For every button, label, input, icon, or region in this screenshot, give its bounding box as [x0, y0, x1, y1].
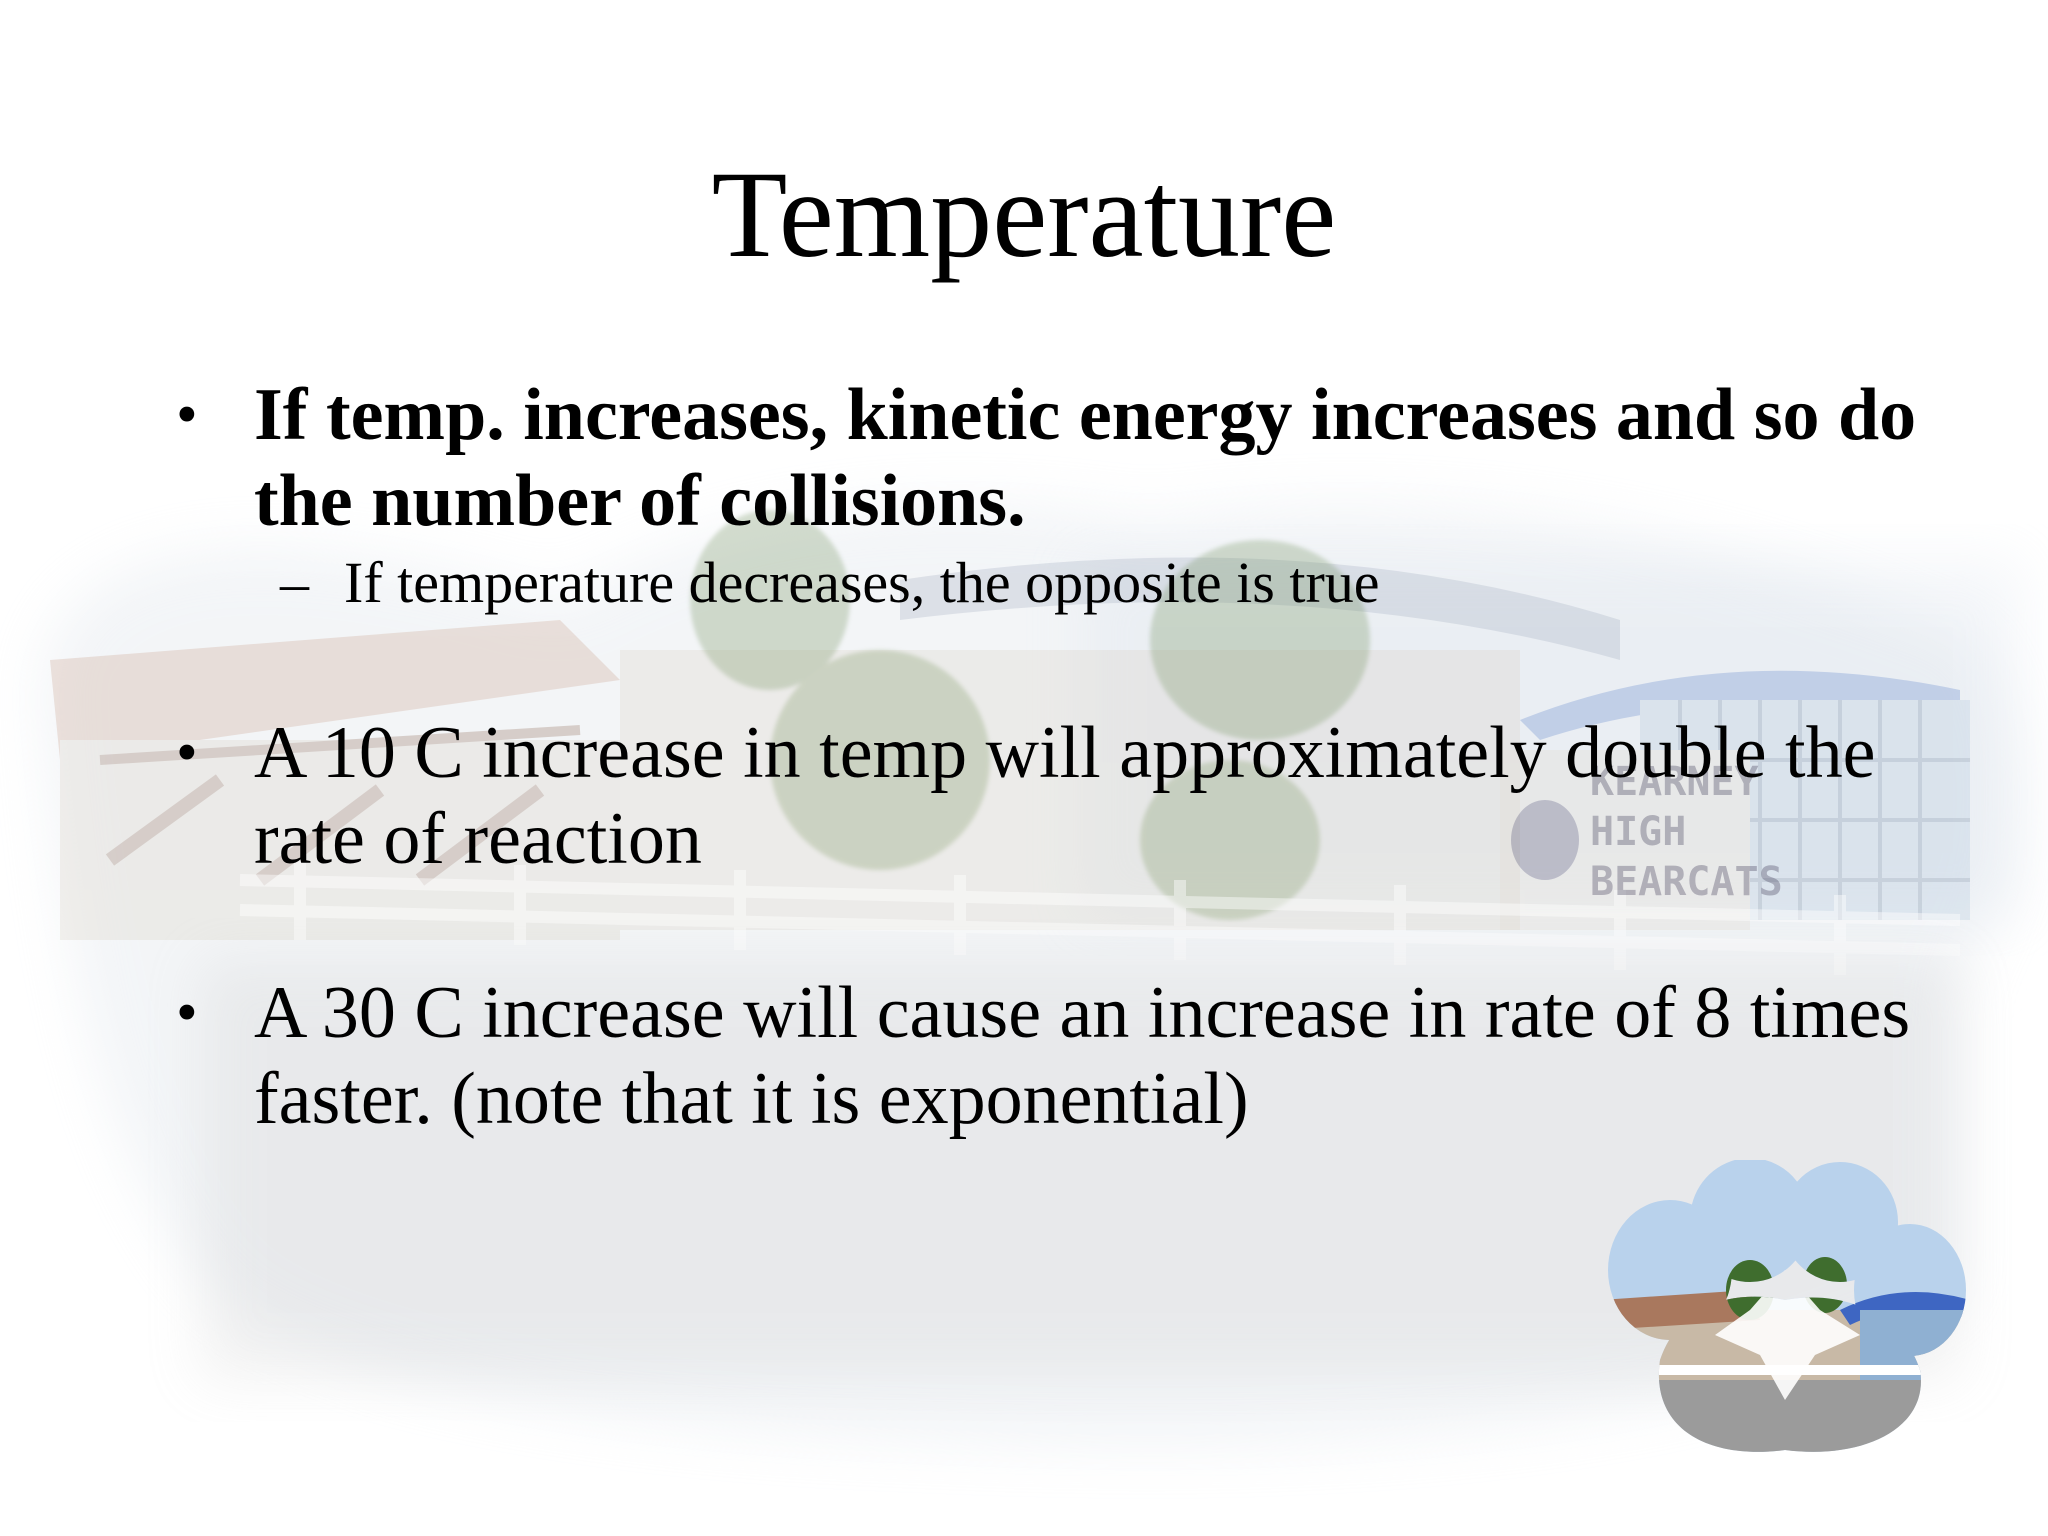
sub-bullet-item-1: If temperature decreases, the opposite i… [344, 550, 1380, 615]
bullet-item-1: If temp. increases, kinetic energy incre… [254, 374, 1917, 542]
bullet-item-3: A 30 C increase will cause an increase i… [254, 972, 1911, 1140]
bullet-glyph: • [176, 719, 198, 787]
bullet-glyph: • [176, 979, 198, 1047]
sign-line-1: KEARNEY [1590, 759, 1759, 805]
slide-title: Temperature [711, 146, 1337, 283]
paw-print-logo [1608, 1160, 1966, 1452]
sign-line-3: BEARCATS [1590, 859, 1783, 905]
sub-bullet-glyph: – [280, 550, 309, 615]
sign-line-2: HIGH [1590, 809, 1686, 855]
bullet-item-2: A 10 C increase in temp will approximate… [254, 712, 1876, 880]
bullet-glyph: • [176, 381, 198, 449]
